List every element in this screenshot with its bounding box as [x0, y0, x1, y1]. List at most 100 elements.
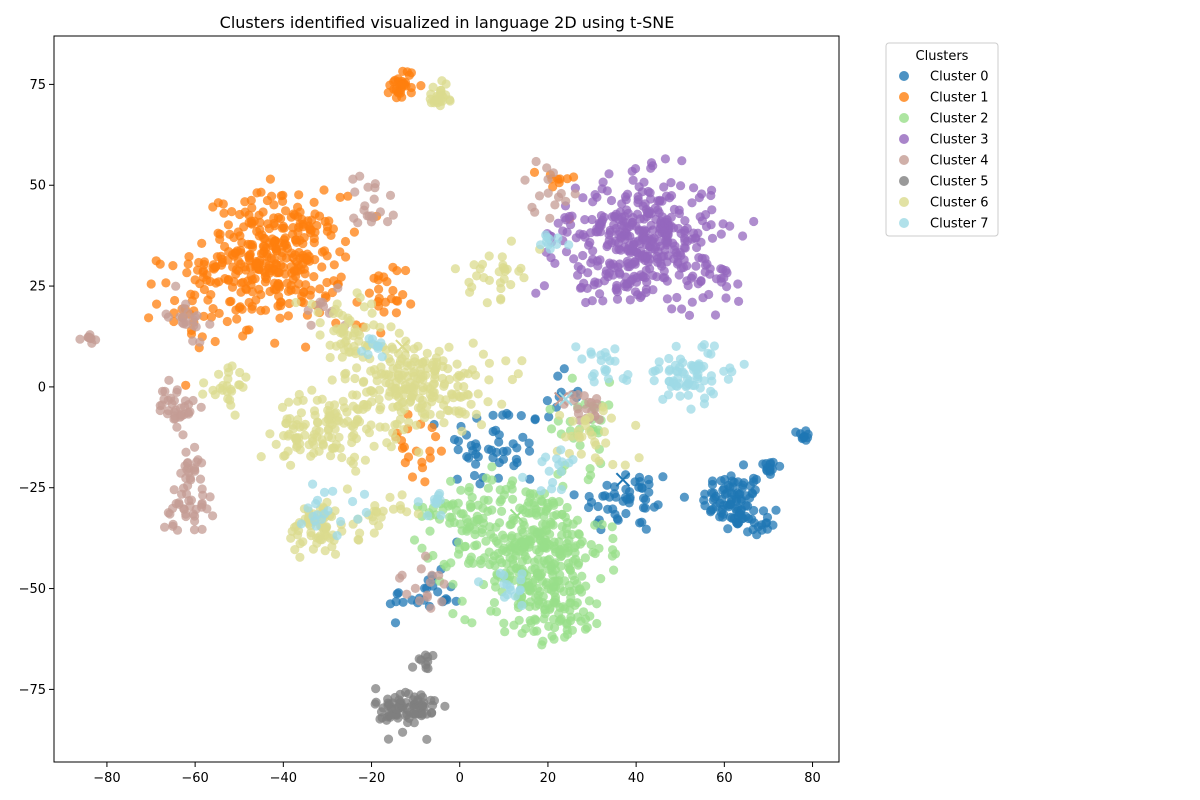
data-point — [453, 445, 463, 455]
data-point — [539, 542, 549, 552]
data-point — [409, 344, 419, 354]
data-point — [413, 497, 423, 507]
data-point — [603, 374, 614, 384]
data-point — [631, 420, 641, 430]
data-point — [733, 279, 743, 289]
data-point — [637, 187, 647, 197]
data-point — [226, 296, 236, 306]
data-point — [594, 543, 604, 554]
legend-marker — [899, 218, 909, 228]
data-point — [409, 535, 420, 545]
data-point — [407, 472, 418, 482]
data-point — [387, 371, 397, 382]
data-point — [403, 717, 413, 728]
data-point — [739, 359, 749, 369]
data-point — [319, 487, 330, 497]
data-point — [667, 304, 677, 314]
data-point — [195, 337, 205, 347]
data-point — [663, 230, 673, 240]
data-point — [265, 174, 275, 184]
data-point — [734, 296, 744, 306]
data-point — [168, 503, 178, 513]
data-point — [610, 356, 620, 366]
data-point — [429, 696, 439, 706]
data-point — [707, 233, 718, 243]
data-point — [608, 459, 618, 470]
data-point — [155, 259, 165, 269]
data-point — [363, 349, 373, 360]
data-point — [199, 378, 209, 388]
data-point — [309, 197, 319, 207]
data-point — [494, 430, 504, 440]
data-point — [172, 422, 182, 432]
data-point — [518, 432, 528, 442]
data-point — [238, 277, 248, 287]
data-point — [464, 486, 474, 496]
data-point — [589, 280, 599, 290]
data-point — [195, 474, 206, 484]
legend-marker — [899, 197, 909, 207]
data-point — [502, 264, 512, 274]
data-point — [367, 308, 377, 318]
data-point — [498, 530, 508, 540]
data-point — [699, 340, 709, 350]
data-point — [224, 367, 234, 377]
y-axis: −75 −50 −25 0 25 50 75 — [19, 78, 54, 698]
data-point — [456, 485, 466, 495]
data-point — [709, 341, 720, 351]
data-point — [395, 356, 405, 366]
data-point — [440, 701, 450, 711]
data-point — [444, 342, 454, 352]
data-point — [197, 238, 207, 248]
data-point — [767, 464, 778, 474]
data-point — [606, 195, 617, 206]
data-point — [420, 583, 430, 593]
data-point — [274, 281, 284, 291]
legend-label: Cluster 0 — [930, 70, 989, 85]
data-point — [401, 336, 411, 346]
data-point — [317, 262, 327, 272]
legend-marker — [899, 155, 909, 165]
data-point — [329, 260, 339, 270]
data-point — [651, 242, 661, 252]
data-point — [516, 575, 526, 585]
data-point — [320, 546, 330, 556]
data-point — [337, 452, 347, 463]
data-point — [644, 474, 654, 485]
data-point — [353, 218, 363, 228]
data-point — [605, 258, 615, 268]
data-point — [588, 197, 598, 207]
data-point — [359, 489, 370, 499]
data-point — [399, 442, 409, 452]
data-point — [359, 302, 369, 312]
data-point — [570, 548, 580, 558]
data-point — [627, 166, 637, 176]
data-point — [582, 622, 592, 633]
data-point — [679, 369, 689, 379]
data-point — [383, 217, 393, 227]
data-point — [311, 425, 321, 435]
data-point — [230, 410, 240, 420]
data-point — [75, 334, 85, 344]
data-point — [179, 504, 189, 514]
x-tick-label: 20 — [540, 771, 557, 786]
data-point — [634, 472, 645, 482]
data-point — [361, 424, 372, 434]
data-point — [324, 411, 334, 421]
data-point — [464, 522, 474, 532]
data-point — [313, 307, 323, 317]
data-point — [361, 322, 371, 333]
series-3 — [531, 154, 759, 320]
data-point — [488, 410, 498, 420]
data-point — [306, 527, 316, 538]
x-tick-label: 80 — [804, 771, 821, 786]
data-point — [674, 270, 684, 280]
data-point — [529, 167, 540, 177]
data-point — [335, 443, 345, 453]
data-point — [402, 361, 412, 371]
data-point — [283, 286, 293, 296]
data-point — [286, 460, 296, 470]
data-point — [590, 437, 600, 447]
centroid-3 — [637, 226, 653, 241]
data-point — [269, 200, 279, 210]
